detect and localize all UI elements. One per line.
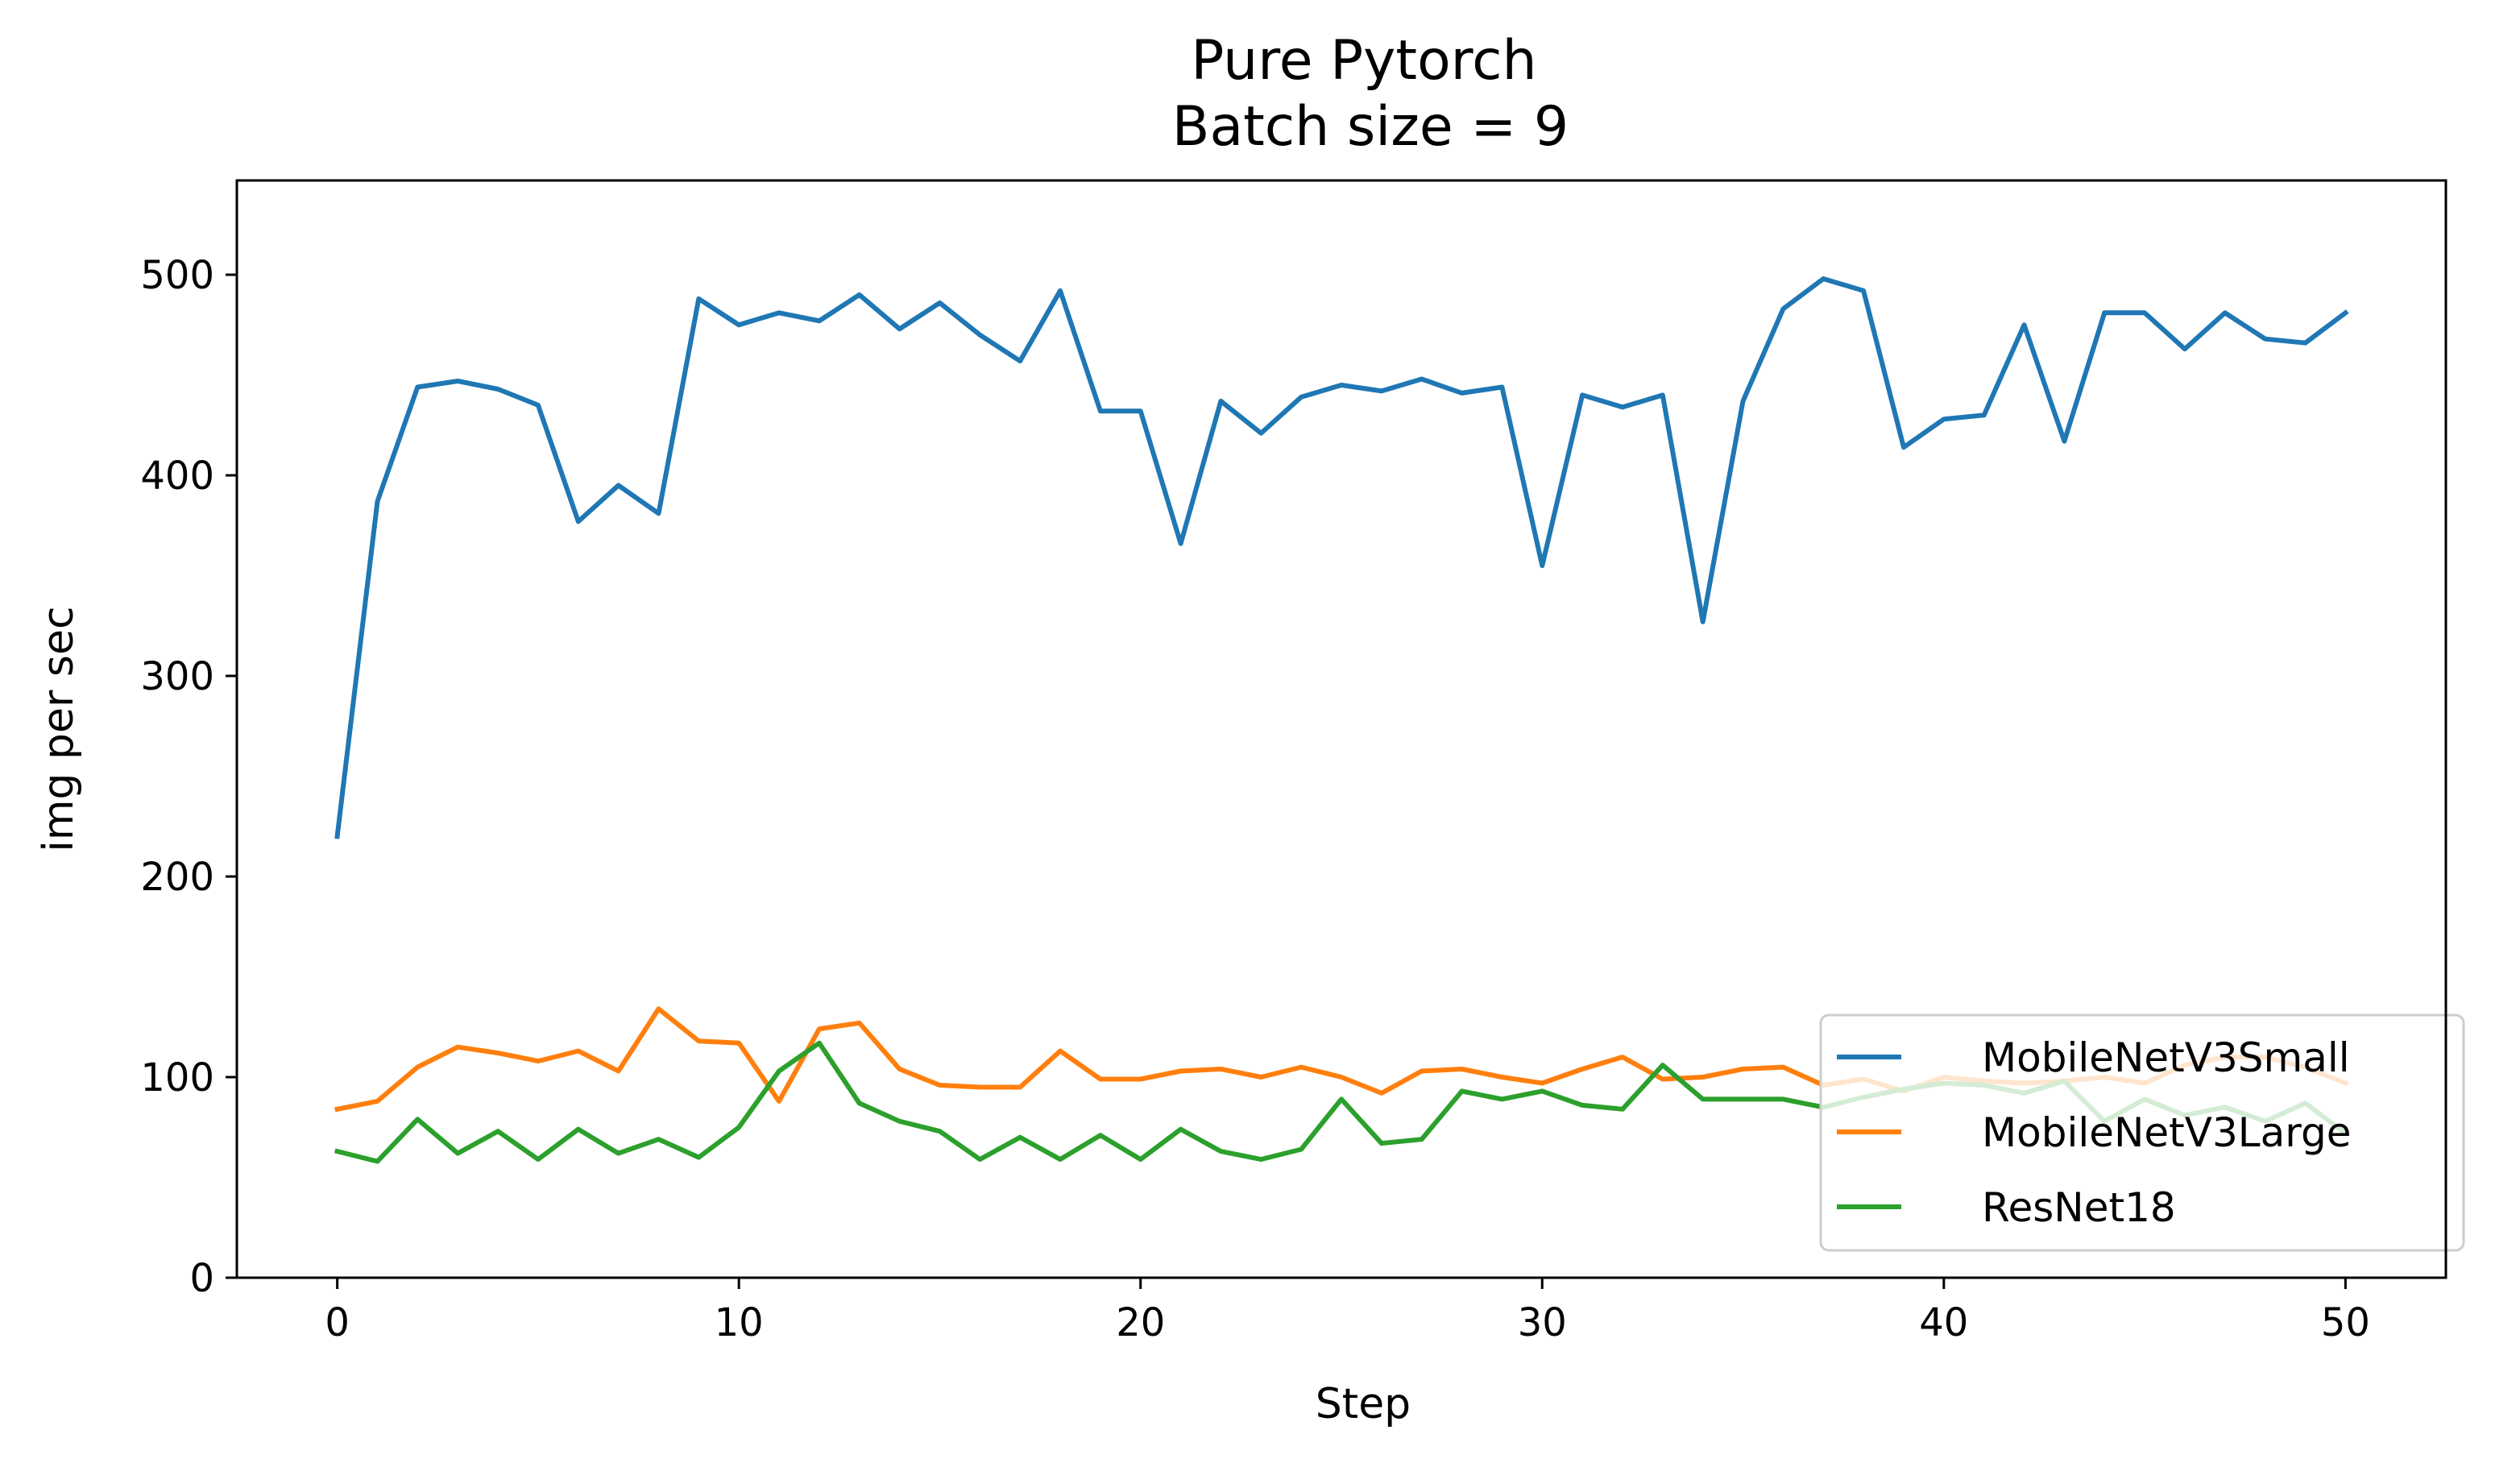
y-axis-ticks: 0 100 200 300 400 500 (140, 253, 237, 1301)
x-tick-label: 0 (325, 1300, 350, 1345)
legend-label: MobileNetV3Large (1982, 1109, 2351, 1156)
x-axis-label: Step (1316, 1380, 1411, 1428)
y-tick-label: 400 (140, 454, 214, 499)
x-tick-label: 30 (1518, 1300, 1567, 1345)
x-tick-label: 20 (1116, 1300, 1165, 1345)
y-tick-label: 0 (189, 1256, 214, 1301)
legend-box (1819, 1013, 2465, 1252)
y-tick-label: 100 (140, 1055, 214, 1100)
y-axis-label: img per sec (35, 606, 83, 852)
series-line-mobilenetv3small (334, 276, 2349, 839)
x-tick-label: 40 (1919, 1300, 1968, 1345)
legend-label: ResNet18 (1982, 1184, 2176, 1231)
x-axis-ticks: 0 10 20 30 40 50 (325, 1278, 2370, 1345)
x-tick-label: 10 (715, 1300, 764, 1345)
legend-label: MobileNetV3Small (1982, 1034, 2350, 1081)
y-tick-label: 200 (140, 855, 214, 900)
chart-subtitle: Batch size = 9 (1172, 95, 1569, 159)
legend: MobileNetV3Small MobileNetV3Large ResNet18 (1819, 1013, 2465, 1252)
chart-title: Pure Pytorch (1191, 29, 1536, 93)
x-tick-label: 50 (2321, 1300, 2370, 1345)
plot-area-frame (235, 179, 2447, 1279)
y-tick-label: 300 (140, 654, 214, 699)
y-tick-label: 500 (140, 253, 214, 298)
